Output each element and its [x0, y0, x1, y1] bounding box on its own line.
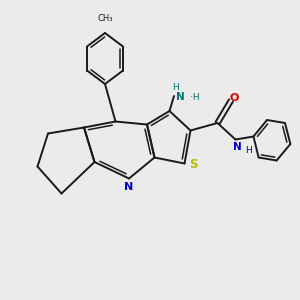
Text: H: H	[172, 82, 179, 91]
Text: S: S	[189, 158, 197, 172]
Text: CH₃: CH₃	[97, 14, 113, 23]
Text: N: N	[124, 182, 133, 192]
Text: N: N	[232, 142, 242, 152]
Text: N: N	[176, 92, 184, 103]
Text: O: O	[230, 93, 239, 103]
Text: H: H	[245, 146, 251, 155]
Text: ·H: ·H	[190, 93, 199, 102]
